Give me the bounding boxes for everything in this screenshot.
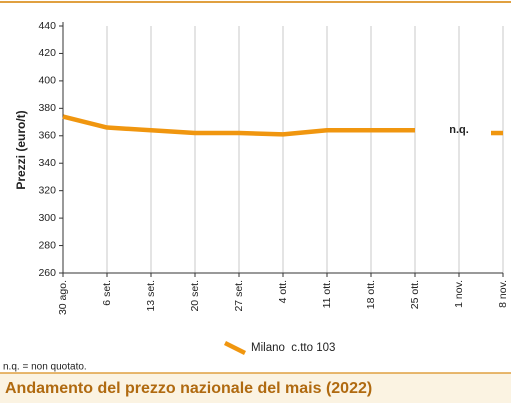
annotation: n.q. <box>449 124 469 136</box>
legend-swatch <box>223 340 247 356</box>
legend-label: Milano c.tto 103 <box>251 342 335 354</box>
x-tick-label: 1 nov. <box>453 280 465 308</box>
y-tick-label: 420 <box>38 47 56 59</box>
y-tick-label: 440 <box>38 20 56 32</box>
x-tick-label: 20 set. <box>189 280 201 312</box>
y-axis-label: Prezzi (euro/t) <box>14 110 28 189</box>
y-tick-label: 380 <box>38 102 56 114</box>
x-tick-label: 30 ago. <box>57 280 69 315</box>
y-tick-label: 360 <box>38 130 56 142</box>
x-tick-label: 27 set. <box>233 280 245 312</box>
x-tick-label: 6 set. <box>101 280 113 306</box>
y-tick-label: 400 <box>38 75 56 87</box>
y-tick-label: 340 <box>38 157 56 169</box>
x-tick-label: 4 ott. <box>277 280 289 303</box>
y-tick-label: 320 <box>38 184 56 196</box>
x-tick-label: 13 set. <box>145 280 157 312</box>
y-tick-label: 300 <box>38 212 56 224</box>
y-tick-label: 260 <box>38 267 56 279</box>
note: n.q. = non quotato. <box>3 362 87 373</box>
x-tick-label: 25 ott. <box>409 280 421 309</box>
title-band <box>0 373 511 403</box>
x-tick-label: 18 ott. <box>365 280 377 309</box>
x-tick-label: 11 ott. <box>321 280 333 308</box>
x-tick-label: 8 nov. <box>497 280 509 308</box>
y-tick-label: 280 <box>38 239 56 251</box>
chart-title: Andamento del prezzo nazionale del mais … <box>5 380 372 397</box>
series-line <box>62 114 415 137</box>
